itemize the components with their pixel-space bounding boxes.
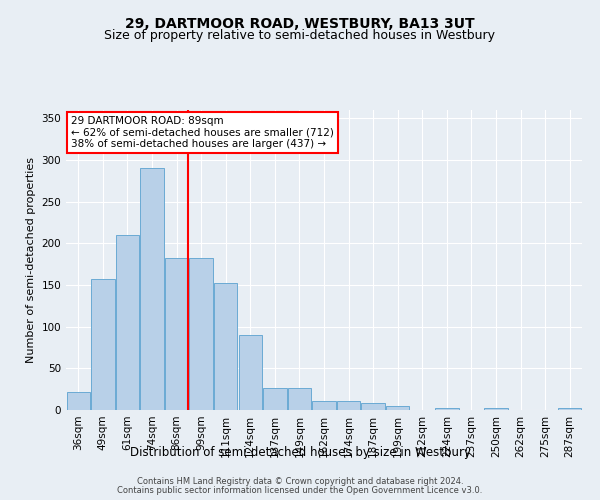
Bar xyxy=(214,284,238,410)
Bar xyxy=(484,408,508,410)
Text: Contains public sector information licensed under the Open Government Licence v3: Contains public sector information licen… xyxy=(118,486,482,495)
Bar xyxy=(91,279,115,410)
Bar xyxy=(313,401,335,410)
Text: Size of property relative to semi-detached houses in Westbury: Size of property relative to semi-detach… xyxy=(104,29,496,42)
Bar xyxy=(558,408,581,410)
Text: 29, DARTMOOR ROAD, WESTBURY, BA13 3UT: 29, DARTMOOR ROAD, WESTBURY, BA13 3UT xyxy=(125,18,475,32)
Bar xyxy=(361,404,385,410)
Bar xyxy=(116,235,139,410)
Text: Distribution of semi-detached houses by size in Westbury: Distribution of semi-detached houses by … xyxy=(130,446,470,459)
Bar xyxy=(386,406,409,410)
Bar xyxy=(239,335,262,410)
Bar xyxy=(67,392,90,410)
Text: Contains HM Land Registry data © Crown copyright and database right 2024.: Contains HM Land Registry data © Crown c… xyxy=(137,477,463,486)
Bar xyxy=(165,258,188,410)
Bar xyxy=(435,408,458,410)
Y-axis label: Number of semi-detached properties: Number of semi-detached properties xyxy=(26,157,36,363)
Bar xyxy=(263,388,287,410)
Text: 29 DARTMOOR ROAD: 89sqm
← 62% of semi-detached houses are smaller (712)
38% of s: 29 DARTMOOR ROAD: 89sqm ← 62% of semi-de… xyxy=(71,116,334,149)
Bar xyxy=(288,388,311,410)
Bar xyxy=(140,168,164,410)
Bar xyxy=(337,401,360,410)
Bar xyxy=(190,258,213,410)
